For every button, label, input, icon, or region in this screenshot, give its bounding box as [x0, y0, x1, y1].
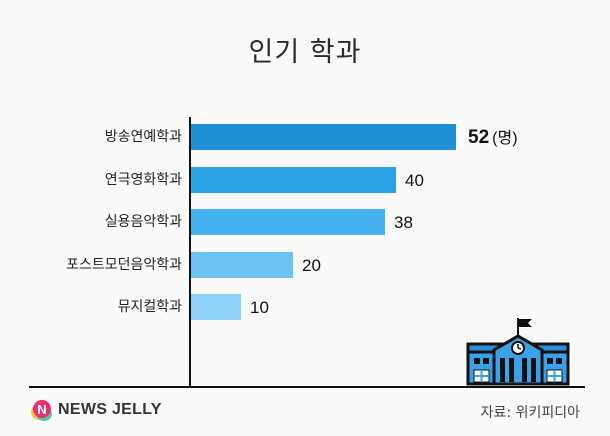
- bar-row: 포스트모던음악학과 20: [0, 252, 610, 279]
- category-label: 연극영화학과: [104, 172, 182, 188]
- school-building-icon: [466, 316, 570, 390]
- category-label: 뮤지컬학과: [117, 299, 182, 315]
- y-axis-line: [189, 117, 191, 388]
- bar: [191, 167, 396, 193]
- jelly-logo-icon: N: [31, 400, 52, 421]
- source-label: 자료: 위키피디아: [480, 405, 580, 421]
- bar: [191, 124, 456, 150]
- category-label: 방송연예학과: [104, 129, 182, 145]
- bar: [191, 252, 293, 278]
- svg-text:N: N: [37, 402, 46, 417]
- value-label: 10: [250, 298, 269, 317]
- bar: [191, 294, 241, 320]
- bar-row: 연극영화학과 40: [0, 167, 610, 194]
- category-label: 포스트모던음악학과: [66, 257, 182, 273]
- news-jelly-logo: N NEWS JELLY: [30, 398, 162, 422]
- value-label: 52 (명): [468, 127, 518, 148]
- brand-name: NEWS JELLY: [58, 401, 162, 418]
- value-label: 20: [302, 256, 321, 275]
- bar: [191, 209, 385, 235]
- unit-label: (명): [492, 130, 518, 147]
- bar-row: 뮤지컬학과 10: [0, 294, 610, 321]
- value-label: 38: [394, 213, 413, 232]
- chart-title: 인기 학과: [248, 37, 362, 68]
- bar-row: 방송연예학과 52 (명): [0, 124, 610, 151]
- category-label: 실용음악학과: [104, 214, 182, 230]
- bar-row: 실용음악학과 38: [0, 209, 610, 236]
- value-label: 40: [405, 171, 424, 190]
- x-axis-line: [29, 386, 585, 388]
